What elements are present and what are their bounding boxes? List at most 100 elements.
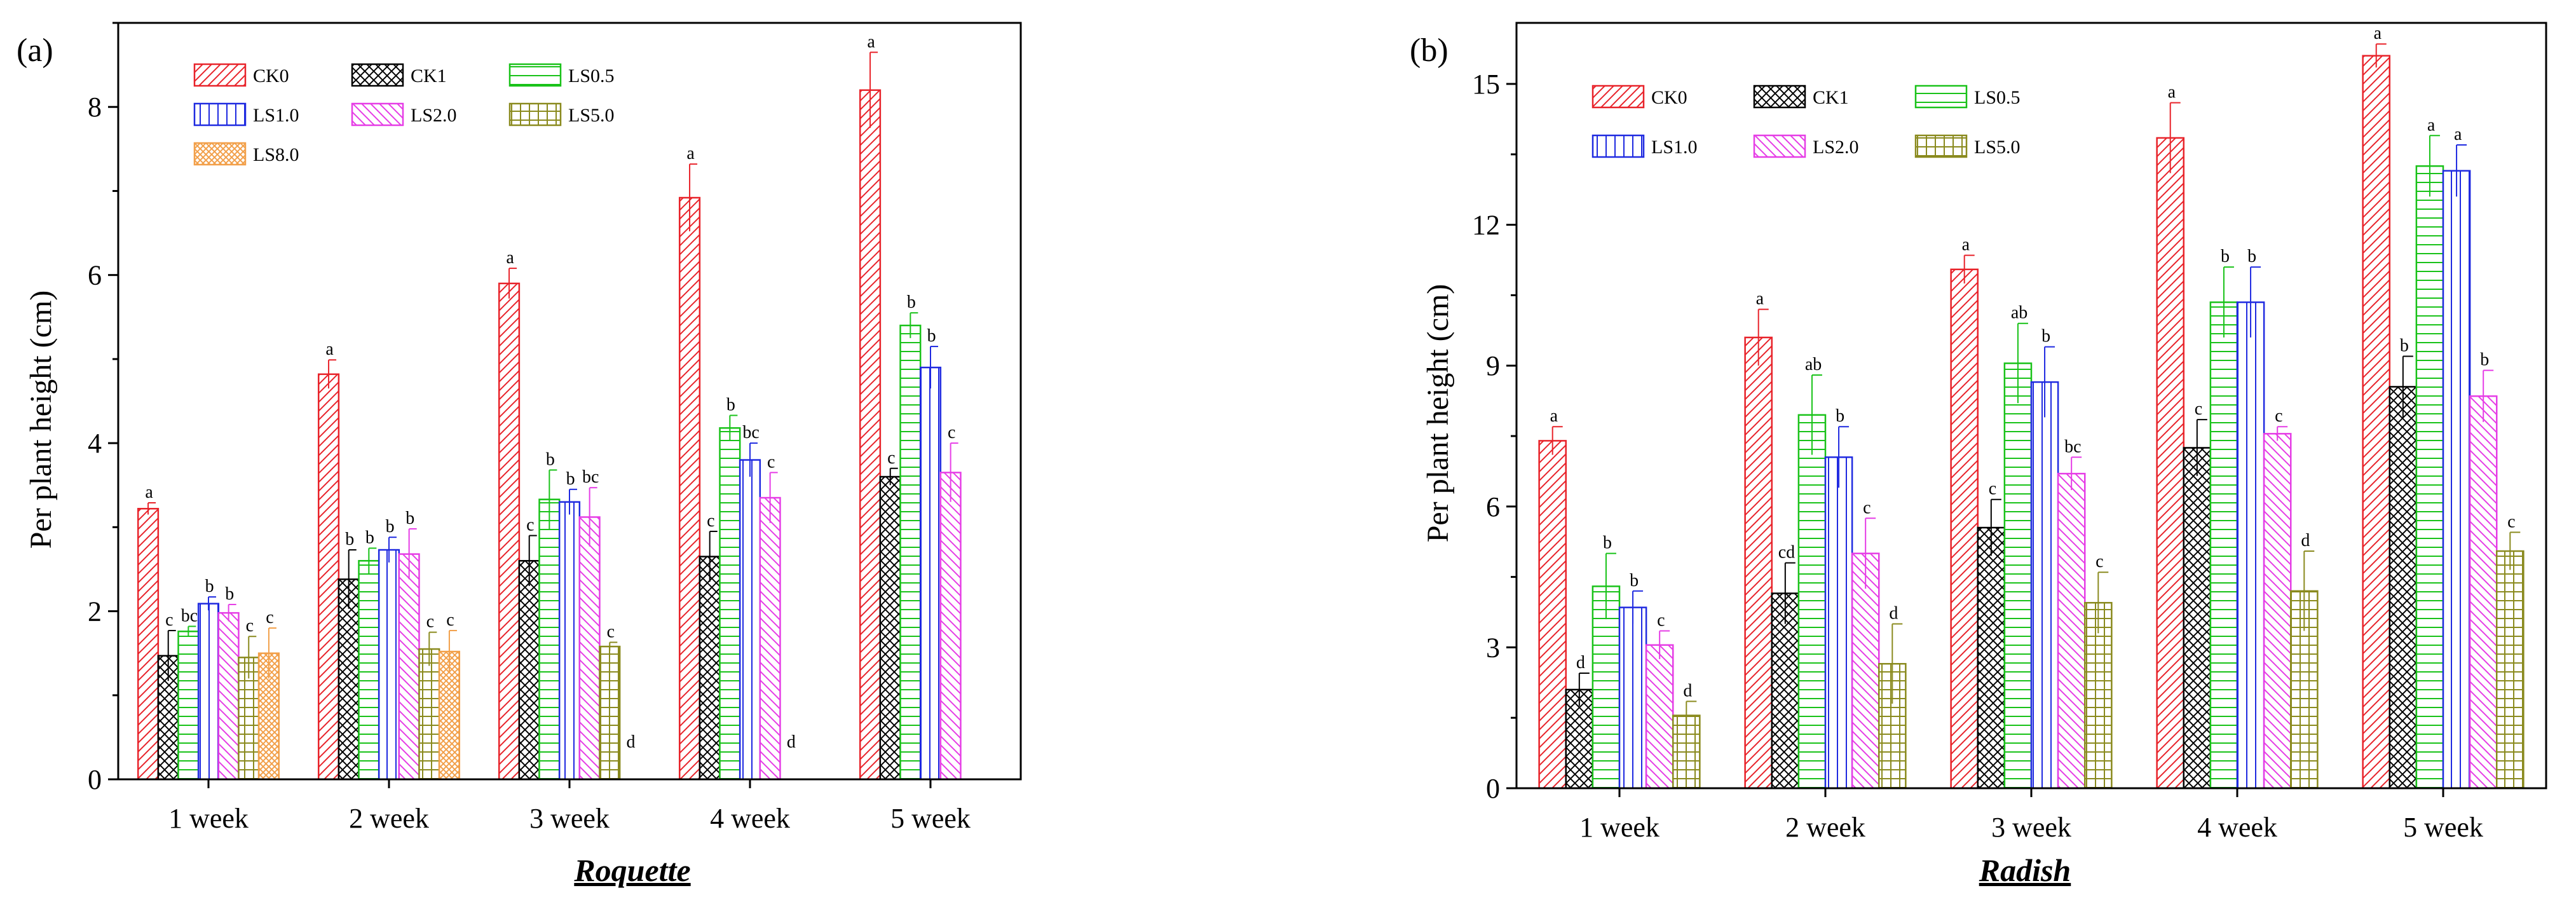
significance-label-CK1-5: b (2400, 336, 2409, 355)
legend-swatch-LS5.0 (508, 102, 562, 126)
legend-label-LS5.0: LS5.0 (568, 105, 615, 126)
significance-label-LS8.0-3: d (627, 732, 636, 752)
bar-LS1.0-1 (1618, 606, 1647, 789)
legend-label-LS0.5: LS0.5 (1974, 87, 2021, 108)
significance-label-CK0-5: a (2374, 24, 2382, 43)
y-tick-label: 12 (1472, 210, 1500, 241)
significance-label-CK1-3: c (526, 516, 534, 535)
legend-swatch-LS2.0 (351, 102, 404, 126)
significance-label-LS0.5-2: ab (1805, 355, 1822, 374)
panel-radish: (b) Per plant height (cm) Radish aaaaadc… (1410, 22, 2547, 888)
significance-label-CK0-2: a (1756, 289, 1764, 309)
significance-label-LS5.0-2: d (1889, 603, 1898, 623)
bar-CK0-5 (859, 89, 882, 781)
legend-swatch-CK1 (351, 63, 404, 87)
significance-label-LS2.0-1: c (1657, 611, 1665, 631)
significance-label-CK0-5: a (867, 32, 875, 51)
bar-CK1-5 (879, 475, 901, 781)
significance-label-LS5.0-1: d (1683, 681, 1692, 700)
legend-swatch-LS1.0 (193, 102, 247, 126)
x-tick-label: 2 week (1785, 812, 1865, 843)
legend-swatch-CK0 (193, 63, 247, 87)
legend-label-LS0.5: LS0.5 (568, 65, 615, 86)
significance-label-CK1-1: d (1576, 653, 1585, 673)
significance-label-LS1.0-3: b (2041, 327, 2050, 346)
bar-LS1.0-5 (2442, 170, 2471, 789)
bar-LS0.5-2 (1797, 414, 1827, 789)
significance-label-LS1.0-3: b (566, 469, 575, 489)
significance-label-LS0.5-3: b (546, 449, 555, 469)
bar-LS5.0-3 (599, 645, 621, 781)
bar-CK0-4 (2156, 137, 2185, 789)
legend-label-LS2.0: LS2.0 (411, 105, 457, 126)
bar-LS1.0-2 (1824, 456, 1853, 789)
bar-CK1-4 (2183, 447, 2212, 789)
x-tick-label: 3 week (1991, 812, 2071, 843)
bar-LS2.0-5 (939, 472, 962, 781)
x-tick-label: 3 week (529, 803, 610, 834)
legend-swatch-LS0.5 (508, 63, 562, 87)
significance-label-LS2.0-5: c (948, 423, 955, 442)
significance-label-LS2.0-3: bc (2064, 437, 2081, 456)
significance-label-LS1.0-4: bc (742, 423, 759, 442)
significance-label-CK1-5: c (887, 448, 895, 468)
bar-CK0-3 (1950, 268, 1979, 789)
significance-label-CK0-1: a (1550, 406, 1558, 426)
y-tick-label: 8 (88, 92, 102, 123)
bar-CK1-4 (699, 556, 721, 781)
significance-label-CK1-2: b (345, 530, 354, 549)
significance-label-LS5.0-2: c (426, 612, 434, 632)
significance-label-LS1.0-2: b (1836, 406, 1844, 426)
significance-label-CK1-3: c (1989, 479, 1996, 499)
bar-LS0.5-5 (2415, 165, 2444, 789)
significance-label-CK0-3: a (506, 248, 514, 268)
panel-label-b: (b) (1410, 32, 1448, 69)
y-axis-label-b: Per plant height (cm) (1421, 284, 1455, 543)
significance-label-LS5.0-1: c (246, 616, 254, 636)
legend-a: CK0 CK1 LS0.5 LS1.0 LS2.0 LS5.0 LS8.0 (193, 63, 615, 166)
significance-label-CK0-4: a (686, 144, 695, 163)
bar-CK0-5 (2362, 55, 2391, 789)
bar-LS2.0-5 (2469, 395, 2498, 789)
legend-b: CK0 CK1 LS0.5 LS1.0 LS2.0 LS5.0 (1591, 85, 2021, 158)
legend-swatch-LS2.0 (1753, 134, 1806, 158)
y-tick-label: 0 (88, 764, 102, 795)
significance-label-CK0-4: a (2168, 83, 2176, 102)
y-tick-label: 3 (1486, 632, 1500, 663)
bar-CK0-3 (498, 282, 521, 781)
bar-LS1.0-1 (197, 603, 220, 781)
bar-LS1.0-3 (558, 501, 581, 781)
bar-LS0.5-2 (358, 559, 380, 781)
bar-LS0.5-3 (538, 498, 561, 781)
significance-label-CK1-2: cd (1778, 542, 1795, 562)
bar-LS1.0-2 (378, 549, 400, 781)
significance-label-LS1.0-1: b (1630, 571, 1639, 591)
y-tick-label: 4 (88, 428, 102, 459)
significance-label-LS2.0-1: b (225, 584, 234, 604)
legend-label-CK1: CK1 (411, 65, 447, 86)
significance-label-LS2.0-2: b (405, 509, 414, 528)
chart-title-roquette: Roquette (573, 852, 690, 888)
bar-LS1.0-4 (2236, 301, 2265, 789)
x-tick-label: 1 week (1579, 812, 1659, 843)
bar-LS2.0-2 (398, 553, 420, 781)
x-tick-label: 4 week (710, 803, 790, 834)
x-tick-label: 2 week (349, 803, 429, 834)
legend-swatch-LS8.0 (193, 142, 247, 166)
y-axis-label-a: Per plant height (cm) (24, 290, 58, 549)
significance-label-CK0-2: a (325, 339, 334, 359)
bar-CK1-3 (518, 559, 540, 781)
legend-swatch-LS1.0 (1591, 134, 1645, 158)
bar-LS2.0-3 (2057, 472, 2086, 789)
significance-label-CK1-4: c (2195, 399, 2202, 419)
bar-CK1-2 (337, 578, 360, 781)
significance-label-LS0.5-2: b (365, 528, 374, 547)
bar-CK1-5 (2389, 386, 2418, 789)
y-tick-label: 15 (1472, 69, 1500, 100)
bar-LS2.0-1 (1645, 644, 1674, 789)
x-tick-label: 5 week (890, 803, 971, 834)
legend-label-CK0: CK0 (1651, 87, 1687, 108)
y-tick-label: 6 (1486, 491, 1500, 523)
